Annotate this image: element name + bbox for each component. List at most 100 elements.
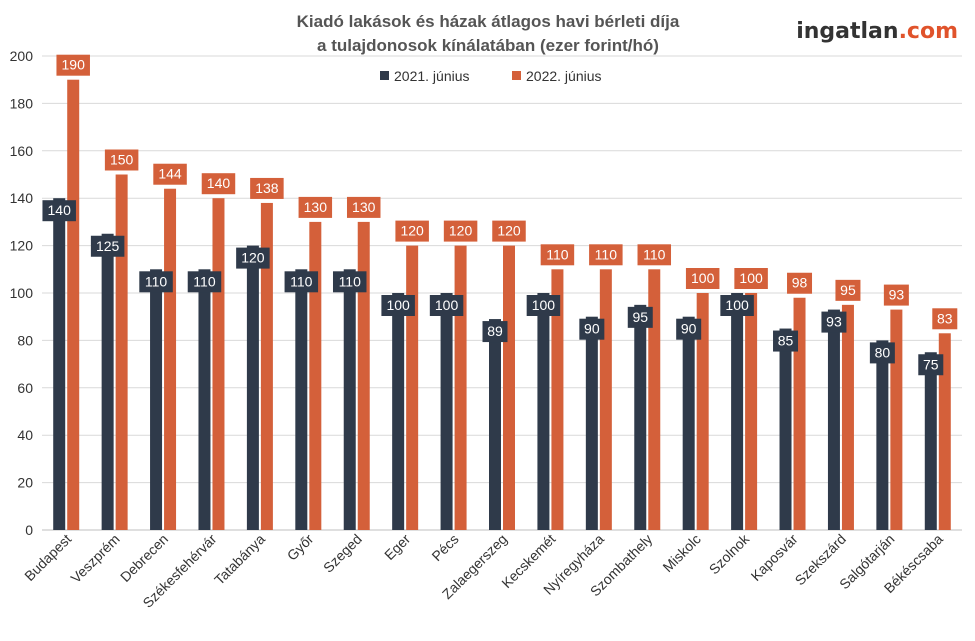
data-label-box [835, 279, 861, 301]
bar-2022 [454, 245, 467, 530]
bar-2022 [648, 269, 661, 530]
data-label: 110 [595, 246, 618, 262]
data-label-box [526, 295, 561, 316]
data-label: 138 [255, 180, 279, 196]
data-label: 120 [497, 223, 521, 239]
y-tick-label: 120 [10, 238, 34, 254]
data-label-box [918, 354, 944, 376]
bar-2022 [212, 198, 225, 530]
data-label: 100 [691, 270, 715, 286]
data-label: 90 [584, 321, 600, 337]
data-label: 110 [643, 246, 666, 262]
logo-suffix-text: .com [899, 19, 958, 44]
data-label: 140 [207, 175, 231, 191]
data-label-box [492, 220, 526, 242]
data-label-box [676, 318, 702, 340]
data-label-box [787, 272, 813, 294]
data-label-box [443, 220, 478, 242]
bar-2022 [551, 269, 564, 530]
data-label: 110 [145, 273, 168, 289]
data-label-box [821, 311, 847, 333]
data-label: 144 [158, 166, 182, 182]
bar-2021 [924, 352, 937, 530]
data-label-box [332, 271, 367, 293]
data-label-box [250, 177, 284, 199]
data-label: 120 [400, 223, 424, 239]
data-label: 95 [840, 282, 856, 298]
data-label-box [720, 295, 754, 316]
data-label: 150 [110, 152, 134, 168]
x-tick-label: Veszprém [67, 531, 122, 586]
data-label: 100 [725, 297, 749, 313]
data-label: 80 [875, 344, 891, 360]
bar-2021 [682, 316, 695, 530]
data-label: 98 [792, 275, 808, 291]
x-tick-label: Győr [284, 531, 317, 564]
data-label-box [104, 149, 139, 171]
y-tick-label: 40 [17, 427, 33, 443]
data-label-box [589, 244, 623, 266]
y-tick-label: 160 [10, 143, 34, 159]
data-label-box [56, 54, 90, 76]
data-label-box [139, 271, 173, 293]
data-label: 100 [386, 297, 410, 313]
y-tick-label: 200 [10, 48, 34, 64]
data-label-box [201, 173, 236, 195]
data-label: 130 [304, 199, 328, 215]
bar-2021 [343, 269, 356, 530]
data-label: 140 [48, 202, 72, 218]
data-label-box [429, 295, 464, 316]
bar-2022 [164, 188, 177, 530]
data-label-box [236, 247, 270, 269]
legend-label: 2022. június [526, 68, 602, 84]
data-label: 130 [352, 199, 376, 215]
data-label: 125 [96, 238, 120, 254]
data-label: 110 [339, 273, 362, 289]
data-label-box [42, 200, 76, 222]
gridlines [42, 55, 962, 531]
bar-2021 [537, 293, 550, 530]
data-label: 75 [923, 356, 939, 372]
bar-2022 [696, 293, 709, 530]
bar-2021 [876, 340, 889, 530]
ingatlan-logo: ingatlan.com [796, 19, 958, 44]
y-tick-label: 180 [10, 95, 34, 111]
logo-main-text: ingatlan [796, 19, 898, 44]
x-tick-label: Szolnok [706, 530, 753, 577]
bar-2021 [150, 269, 163, 530]
data-label-box [540, 244, 575, 266]
data-label: 83 [937, 310, 953, 326]
data-label-box [734, 268, 768, 289]
data-label-box [153, 163, 187, 185]
data-label: 100 [739, 270, 763, 286]
data-label: 110 [193, 273, 216, 289]
data-label-box [932, 308, 958, 330]
bar-2022 [260, 202, 273, 530]
x-axis: BudapestVeszprémDebrecenSzékesfehérvárTa… [21, 530, 946, 611]
data-label: 120 [241, 250, 265, 266]
x-tick-label: Szeged [320, 531, 365, 576]
bar-2021 [392, 293, 405, 530]
data-label: 85 [778, 333, 794, 349]
data-label-box [869, 342, 895, 364]
bar-2021 [198, 269, 211, 530]
bar-2021 [246, 245, 259, 530]
bar-2021 [827, 309, 840, 530]
legend: 2021. június 2022. június [380, 68, 602, 84]
bar-2021 [101, 233, 114, 530]
bar-2021 [779, 328, 792, 530]
bar-2021 [731, 293, 744, 530]
data-label: 93 [826, 314, 842, 330]
bar-2022 [357, 221, 370, 530]
data-label-box [346, 196, 381, 218]
data-label-box [482, 321, 508, 343]
chart-title-line1: Kiadó lakások és házak átlagos havi bérl… [297, 12, 680, 31]
bar-2022 [841, 304, 854, 530]
bar-2021 [489, 319, 501, 530]
data-label: 93 [889, 287, 905, 303]
data-label: 90 [681, 321, 697, 337]
y-axis: 0 20 40 60 80 100 120 140 160 180 200 [10, 48, 34, 538]
bar-2022 [309, 221, 322, 530]
data-label-box [685, 268, 720, 289]
